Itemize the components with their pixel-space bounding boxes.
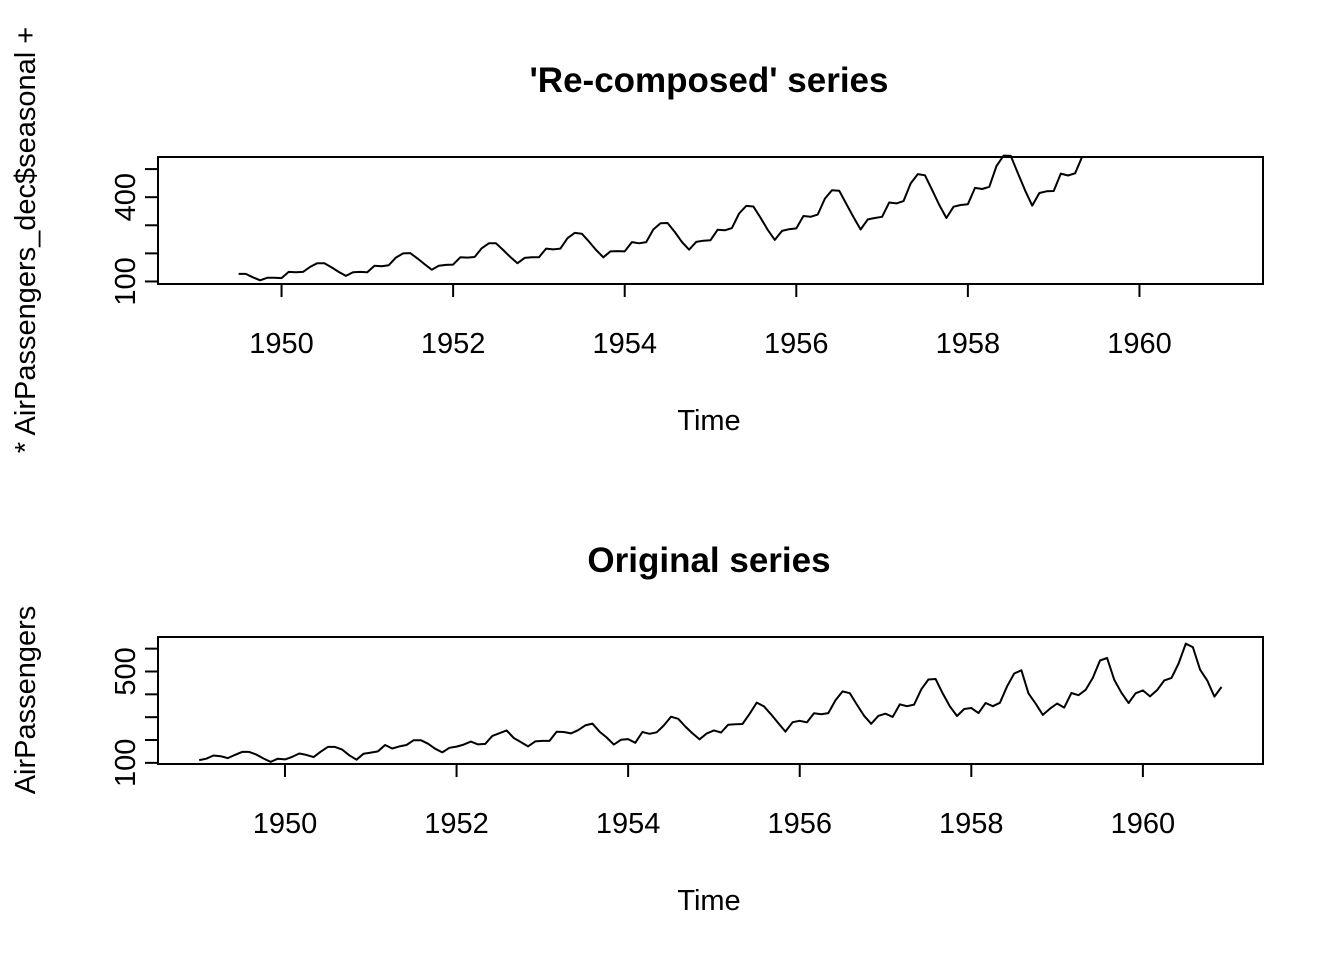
recomposed-y-tick-label: 400 bbox=[110, 173, 142, 221]
original-x-tick-label: 1958 bbox=[939, 808, 1004, 840]
recomposed-x-tick-label: 1958 bbox=[936, 328, 1001, 360]
original-panel: Original series 1950 1952 1954 1956 1958 1960… bbox=[10, 541, 1264, 917]
original-y-axis: 100 500 bbox=[110, 647, 159, 787]
recomposed-x-tick-label: 1950 bbox=[249, 328, 314, 360]
original-y-label: AirPassengers bbox=[10, 606, 42, 795]
original-x-label: Time bbox=[677, 885, 740, 917]
original-x-axis: 1950 1952 1954 1956 1958 1960 bbox=[253, 763, 1176, 840]
original-series-line bbox=[199, 642, 1223, 763]
original-y-tick-label: 500 bbox=[110, 647, 142, 695]
recomposed-y-tick-label: 100 bbox=[110, 257, 142, 305]
recomposed-x-tick-label: 1954 bbox=[592, 328, 657, 360]
original-x-tick-label: 1950 bbox=[253, 808, 318, 840]
recomposed-panel: 'Re-composed' series 1950 1952 1954 1956 195… bbox=[10, 27, 1264, 453]
recomposed-x-axis: 1950 1952 1954 1956 1958 1960 bbox=[249, 283, 1172, 360]
recomposed-plot-frame bbox=[157, 156, 1264, 285]
original-x-tick-label: 1956 bbox=[767, 808, 832, 840]
original-title: Original series bbox=[587, 541, 830, 580]
recomposed-title: 'Re-composed' series bbox=[529, 61, 888, 100]
original-x-tick-label: 1954 bbox=[596, 808, 661, 840]
original-plot-frame bbox=[157, 636, 1264, 765]
recomposed-x-tick-label: 1956 bbox=[764, 328, 829, 360]
recomposed-series-line bbox=[238, 154, 1084, 282]
recomposed-x-label: Time bbox=[677, 405, 740, 437]
original-x-tick-label: 1952 bbox=[424, 808, 489, 840]
original-y-tick-label: 100 bbox=[110, 739, 142, 787]
recomposed-y-axis: 100 400 bbox=[110, 168, 159, 306]
recomposed-x-tick-label: 1952 bbox=[421, 328, 486, 360]
recomposed-y-label: * AirPassengers_dec$seasonal + bbox=[10, 27, 42, 453]
recomposed-x-tick-label: 1960 bbox=[1107, 328, 1172, 360]
original-x-tick-label: 1960 bbox=[1111, 808, 1176, 840]
